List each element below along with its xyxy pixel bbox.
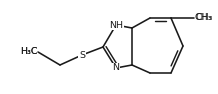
Text: N: N: [112, 64, 119, 72]
Text: H₃C: H₃C: [20, 47, 38, 56]
Text: NH: NH: [109, 20, 123, 30]
Text: S: S: [79, 50, 85, 60]
Text: CH₃: CH₃: [195, 14, 213, 22]
Text: CH₃: CH₃: [194, 14, 211, 22]
Text: H₃C: H₃C: [20, 47, 38, 56]
